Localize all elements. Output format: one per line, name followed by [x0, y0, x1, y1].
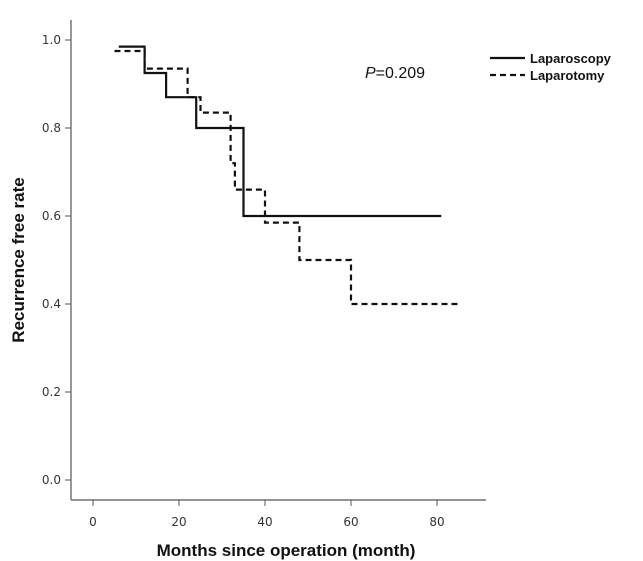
series-line-laparotomy: [114, 49, 459, 306]
y-tick-label: 0.4: [42, 297, 61, 311]
x-tick-label: 40: [257, 515, 272, 529]
y-tick-label: 0.8: [42, 121, 61, 135]
x-tick-label: 80: [429, 515, 444, 529]
p-label: P: [365, 65, 376, 82]
p-value-annotation: P=0.209: [365, 65, 425, 82]
legend-label-laparoscopy: Laparoscopy: [530, 51, 612, 66]
plot-frame: 0.0 0.2 0.4 0.6 0.8 1.0 0 20 40 60 80: [42, 20, 486, 529]
y-tick-label: 0.2: [42, 385, 61, 399]
y-tick-label: 0.6: [42, 209, 61, 223]
legend-label-laparotomy: Laparotomy: [530, 68, 605, 83]
x-tick-label: 60: [343, 515, 358, 529]
y-axis-title: Recurrence free rate: [9, 177, 28, 342]
series-layer: [114, 45, 459, 306]
y-tick-label: 1.0: [42, 33, 61, 47]
series-line-laparoscopy: [118, 45, 442, 218]
p-value: =0.209: [376, 65, 425, 82]
x-tick-label: 20: [171, 515, 186, 529]
x-tick-label: 0: [89, 515, 97, 529]
legend: Laparoscopy Laparotomy: [490, 51, 612, 83]
y-tick-label: 0.0: [42, 473, 61, 487]
x-axis-title: Months since operation (month): [157, 541, 416, 560]
